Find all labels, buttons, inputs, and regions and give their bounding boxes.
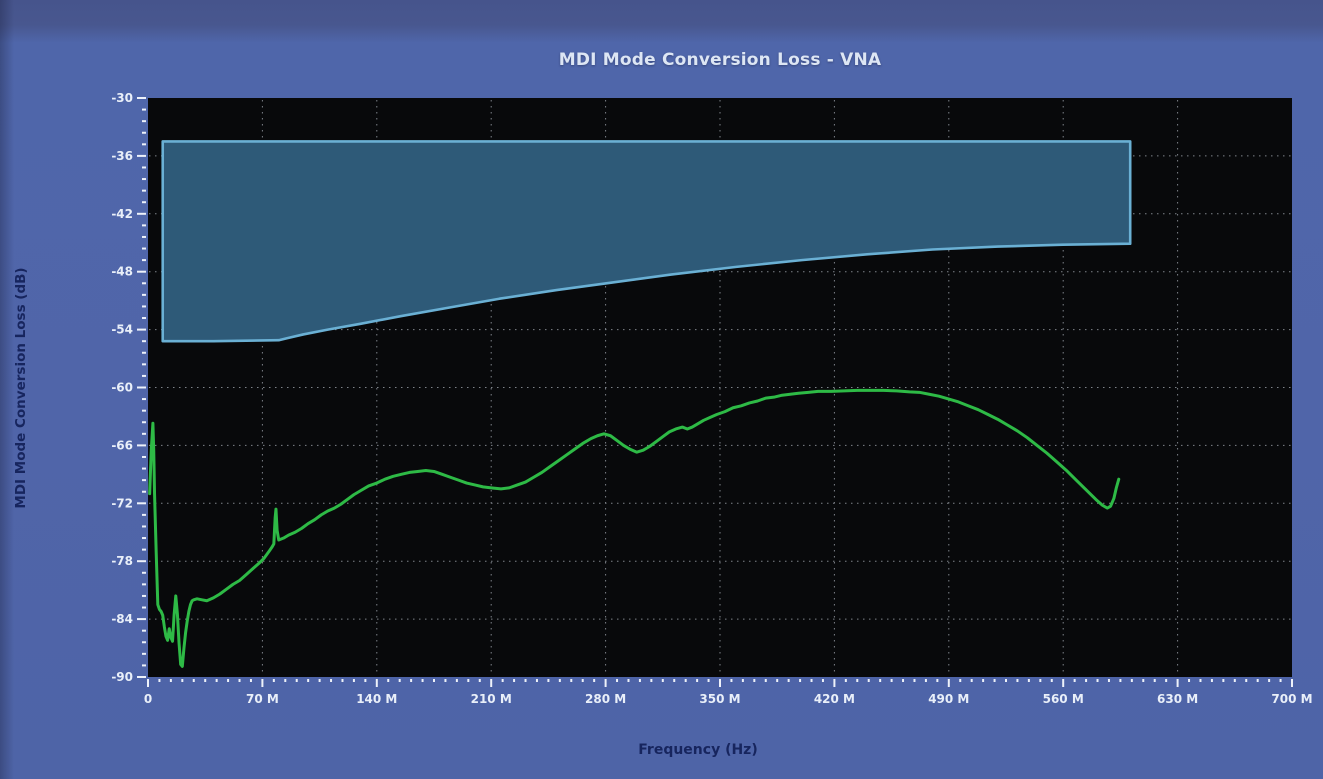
y-tick-label: -36 <box>111 149 133 163</box>
y-tick-labels: -30 -36 -42 -48 -54 -60 -66 -72 -78 -84 -90 <box>111 91 133 684</box>
x-tick-label: 210 M <box>471 692 512 706</box>
measured-trace <box>148 388 1121 668</box>
chart-title: MDI Mode Conversion Loss - VNA <box>558 50 882 70</box>
x-axis-title: Frequency (Hz) <box>638 742 758 758</box>
y-tick-label: -72 <box>111 496 133 510</box>
y-tick-label: -60 <box>111 381 133 395</box>
y-tick-label: -54 <box>111 323 133 337</box>
y-tick-label: -90 <box>111 670 133 684</box>
x-tick-label: 630 M <box>1157 692 1198 706</box>
y-tick-label: -30 <box>111 91 133 105</box>
y-tick-label: -42 <box>111 207 133 221</box>
x-tick-label: 0 <box>144 692 152 706</box>
y-tick-label: -66 <box>111 438 133 452</box>
x-tick-label: 490 M <box>928 692 969 706</box>
x-tick-label: 700 M <box>1271 692 1312 706</box>
limit-mask-polygon <box>161 140 1132 343</box>
x-tick-label: 420 M <box>814 692 855 706</box>
x-tick-label: 560 M <box>1043 692 1084 706</box>
y-axis-title: MDI Mode Conversion Loss (dB) <box>13 267 29 509</box>
measured-trace-line <box>148 388 1121 668</box>
y-tick-label: -78 <box>111 554 133 568</box>
y-tick-label: -84 <box>111 612 133 626</box>
x-tick-label: 70 M <box>246 692 279 706</box>
x-tick-label: 280 M <box>585 692 626 706</box>
axis-ticks <box>137 97 1293 687</box>
x-tick-label: 350 M <box>699 692 740 706</box>
limit-mask-region <box>161 140 1132 343</box>
y-tick-label: -48 <box>111 265 133 279</box>
x-tick-labels: 0 70 M 140 M 210 M 280 M 350 M 420 M 490 M 560 M… <box>144 692 1313 706</box>
x-tick-label: 140 M <box>356 692 397 706</box>
